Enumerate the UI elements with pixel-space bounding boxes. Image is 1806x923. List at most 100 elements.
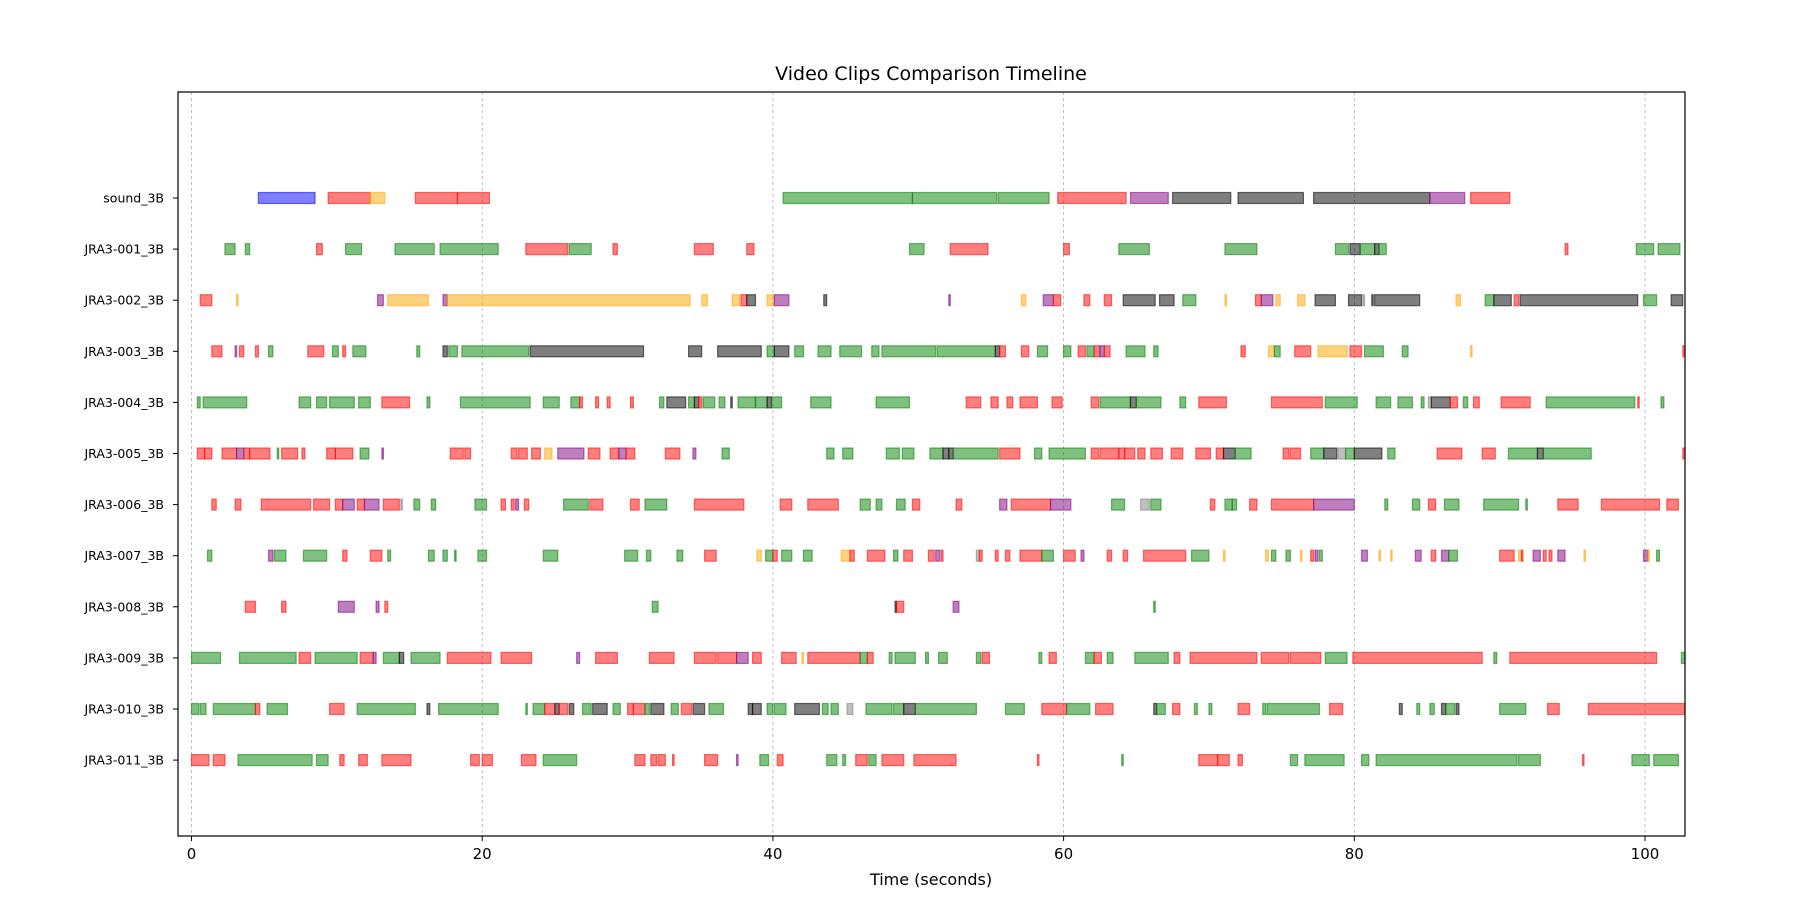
clip-bar <box>1033 447 1043 460</box>
clip-bar <box>924 651 930 665</box>
y-axis: JRA3-011_3B JRA3-010_3B JRA3-009_3B JRA3-00… <box>83 191 178 768</box>
clip-bar <box>1222 447 1236 460</box>
clip-bar <box>1124 447 1136 460</box>
clip-bar <box>1375 396 1392 409</box>
clip-bar <box>1318 549 1323 562</box>
clip-bar <box>1440 702 1447 716</box>
clip-bar <box>1106 549 1113 562</box>
clip-bar <box>1344 447 1355 460</box>
clip-bar <box>1493 651 1498 665</box>
clip-bar <box>952 447 999 460</box>
clip-bar <box>1378 243 1387 256</box>
clip-bar <box>1118 243 1150 256</box>
clip-bar <box>1304 753 1345 767</box>
clip-bar <box>426 396 431 409</box>
clip-bar <box>199 702 207 716</box>
clip-bar <box>1217 753 1230 767</box>
clip-bar <box>342 549 348 562</box>
x-tick-label: 20 <box>473 845 492 863</box>
clip-bar <box>692 702 706 716</box>
clip-bar <box>634 753 646 767</box>
clip-bar <box>1507 447 1539 460</box>
track-row <box>224 243 1681 256</box>
clip-bar <box>606 396 611 409</box>
clip-bar <box>515 498 520 511</box>
clip-bar <box>1103 294 1113 307</box>
clip-bar <box>1384 498 1389 511</box>
clip-bar <box>1083 294 1091 307</box>
clip-bar <box>1042 294 1055 307</box>
clip-bar <box>730 396 733 409</box>
clip-bar <box>1448 549 1459 562</box>
clip-bar <box>1122 294 1156 307</box>
clip-bar <box>1483 498 1520 511</box>
clip-bar <box>1397 396 1414 409</box>
clip-bar <box>446 294 691 307</box>
clip-bar <box>211 498 217 511</box>
clip-bar <box>751 702 762 716</box>
clip-bar <box>1500 396 1531 409</box>
clip-bar <box>1374 294 1421 307</box>
clip-bar <box>1142 549 1187 562</box>
clip-bar <box>1542 447 1592 460</box>
clip-bar <box>766 702 774 716</box>
clip-bar <box>999 498 1008 511</box>
clip-bar <box>1637 396 1640 409</box>
clip-bar <box>1517 753 1541 767</box>
clip-bar <box>481 753 493 767</box>
clip-bar <box>1240 345 1246 358</box>
clip-bar <box>952 600 960 613</box>
clip-bar <box>1052 294 1062 307</box>
clip-bar <box>1670 294 1684 307</box>
clip-bar <box>914 702 977 716</box>
clip-bar <box>801 651 805 665</box>
clip-bar <box>237 753 313 767</box>
clip-bar <box>1469 345 1473 358</box>
clip-bar <box>895 498 906 511</box>
clip-bar <box>1310 549 1315 562</box>
clip-bar <box>337 600 355 613</box>
clip-bar <box>650 702 665 716</box>
clip-bar <box>1390 549 1393 562</box>
clip-bar <box>1004 549 1011 562</box>
clip-bar <box>978 549 983 562</box>
clip-bar <box>794 345 805 358</box>
clip-bar <box>356 498 366 511</box>
clip-bar <box>1289 753 1299 767</box>
clip-bar <box>1299 549 1303 562</box>
clip-bar <box>1313 191 1431 205</box>
clip-bar <box>645 549 652 562</box>
clip-bar <box>826 753 838 767</box>
clip-bar <box>1077 345 1087 358</box>
clip-bar <box>510 447 518 460</box>
clip-bar <box>1427 498 1437 511</box>
y-tick-label: JRA3-009_3B <box>83 650 164 665</box>
clip-bar <box>331 345 339 358</box>
x-tick-label: 60 <box>1054 845 1073 863</box>
x-axis-label: Time (seconds) <box>869 870 992 889</box>
clip-bar <box>632 702 646 716</box>
x-tick-label: 40 <box>763 845 782 863</box>
clip-bar <box>276 447 280 460</box>
clip-bar <box>881 753 905 767</box>
clip-bar <box>999 345 1007 358</box>
clip-bar <box>937 651 948 665</box>
clip-bar <box>1048 447 1087 460</box>
clip-bar <box>955 498 963 511</box>
clip-bar <box>190 753 210 767</box>
clip-bar <box>1173 651 1181 665</box>
clip-bar <box>1443 498 1460 511</box>
clip-bar <box>751 651 762 665</box>
clip-bar <box>1041 549 1055 562</box>
clip-bar <box>618 447 627 460</box>
clip-bar <box>840 549 851 562</box>
clip-bar <box>1140 498 1150 511</box>
track-row <box>196 447 1686 460</box>
clip-bar <box>544 702 556 716</box>
clip-bar <box>375 600 380 613</box>
y-tick-label: JRA3-006_3B <box>83 497 164 512</box>
clip-bar <box>525 702 528 716</box>
clip-bar <box>464 447 472 460</box>
clip-bar <box>1049 498 1072 511</box>
clip-bar <box>1270 396 1323 409</box>
